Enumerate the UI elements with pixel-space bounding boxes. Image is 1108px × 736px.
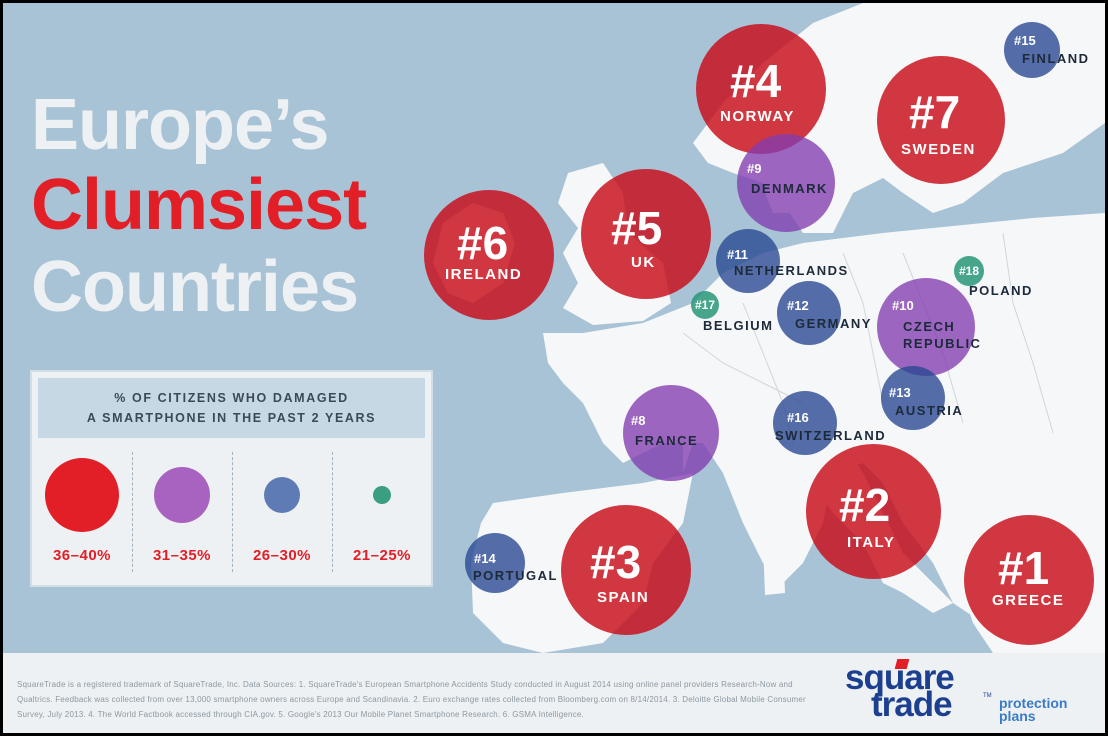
rank-label: #17 <box>695 298 716 312</box>
bubble-belgium: #17 BELGIUM <box>691 291 772 333</box>
rank-label: #18 <box>959 264 980 278</box>
legend-swatch <box>45 458 119 532</box>
title-line-2: Clumsiest <box>31 165 367 245</box>
country-label: DENMARK <box>751 181 828 196</box>
country-label: PORTUGAL <box>473 568 558 583</box>
rank-label: #11 <box>727 247 748 262</box>
legend-swatch <box>264 477 300 513</box>
bubble-czech-republic: #10 CZECH REPUBLIC <box>877 278 980 376</box>
legend-heading: % OF CITIZENS WHO DAMAGED A SMARTPHONE I… <box>38 378 425 438</box>
country-label: FINLAND <box>1022 51 1090 66</box>
bubble-denmark: #9 DENMARK <box>737 134 835 232</box>
country-label: UK <box>631 254 656 271</box>
bubble-portugal: #14 PORTUGAL <box>465 533 556 593</box>
legend-swatch <box>373 486 391 504</box>
rank-label: #10 <box>892 298 914 313</box>
bubble-poland: #18 POLAND <box>954 256 1031 298</box>
country-label: SWEDEN <box>901 141 976 158</box>
rank-label: #9 <box>747 161 762 176</box>
legend-label: 21–25% <box>352 547 412 564</box>
country-label: ITALY <box>847 534 896 551</box>
rank-label: #3 <box>590 536 642 588</box>
legend-divider <box>232 452 233 572</box>
rank-label: #4 <box>730 55 782 107</box>
legend: % OF CITIZENS WHO DAMAGED A SMARTPHONE I… <box>30 370 433 587</box>
country-label: NORWAY <box>720 108 795 125</box>
country-label: POLAND <box>969 283 1033 298</box>
bubble-italy: #2 ITALY <box>806 444 941 579</box>
bubble-spain: #3 SPAIN <box>561 505 691 635</box>
legend-divider <box>332 452 333 572</box>
legend-swatch <box>154 467 210 523</box>
legend-item-36-40: 36–40% <box>32 442 132 582</box>
legend-heading-line-1: % OF CITIZENS WHO DAMAGED <box>114 391 349 405</box>
rank-label: #2 <box>839 479 891 531</box>
rank-label: #14 <box>474 551 496 566</box>
title-line-3: Countries <box>31 247 359 327</box>
bubble-netherlands: #11 NETHERLANDS <box>716 229 847 293</box>
logo-word-trade: trade <box>871 685 953 724</box>
legend-label: 26–30% <box>252 547 312 564</box>
logo-trademark: TM <box>983 693 992 699</box>
bubble-sweden: #7 SWEDEN <box>877 56 1005 184</box>
country-label: NETHERLANDS <box>734 263 849 278</box>
bubble-uk: #5 UK <box>581 169 711 299</box>
legend-item-26-30: 26–30% <box>232 442 332 582</box>
legend-item-31-35: 31–35% <box>132 442 232 582</box>
sources-footnote: SquareTrade is a registered trademark of… <box>17 680 806 719</box>
country-label: GERMANY <box>795 316 872 331</box>
country-label: SPAIN <box>597 589 650 606</box>
country-label: IRELAND <box>445 266 523 283</box>
logo-tagline-line-2: plans <box>999 708 1036 724</box>
infographic: Europe’s Clumsiest Countries % OF CITIZE… <box>3 3 1105 733</box>
bubble-switzerland: #16 SWITZERLAND <box>773 391 885 455</box>
rank-label: #7 <box>909 86 961 138</box>
legend-heading-line-2: A SMARTPHONE IN THE PAST 2 YEARS <box>86 411 377 425</box>
rank-label: #16 <box>787 410 809 425</box>
bubble-france: #8 FRANCE <box>623 385 719 481</box>
rank-label: #8 <box>631 413 646 428</box>
country-label: AUSTRIA <box>895 403 964 418</box>
legend-divider <box>132 452 133 572</box>
sardinia-landmass <box>763 543 785 595</box>
bubble-greece: #1 GREECE <box>964 515 1094 645</box>
bubble-germany: #12 GERMANY <box>777 281 870 345</box>
country-label: CZECH REPUBLIC <box>903 319 982 351</box>
rank-label: #5 <box>611 202 663 254</box>
legend-label: 36–40% <box>52 547 112 564</box>
legend-item-21-25: 21–25% <box>332 442 432 582</box>
logo-tagline-line-1: protection <box>999 695 1068 711</box>
footer: SquareTrade is a registered trademark of… <box>3 653 1105 733</box>
country-label: FRANCE <box>635 433 699 448</box>
bubble-austria: #13 AUSTRIA <box>881 366 962 430</box>
bubble-norway: #4 NORWAY <box>696 24 826 154</box>
logo-word-square: square <box>845 658 955 697</box>
bubble-ireland: #6 IRELAND <box>424 190 554 320</box>
legend-label: 31–35% <box>152 547 212 564</box>
bubble-finland: #15 FINLAND <box>1004 22 1088 78</box>
rank-label: #6 <box>457 217 509 269</box>
rank-label: #15 <box>1014 33 1036 48</box>
rank-label: #1 <box>998 542 1050 594</box>
rank-label: #13 <box>889 385 911 400</box>
logo-tagline: protection plans <box>999 695 1068 724</box>
country-label: GREECE <box>992 592 1065 609</box>
country-label: SWITZERLAND <box>775 428 887 443</box>
title-line-1: Europe’s <box>31 85 329 165</box>
rank-label: #12 <box>787 298 809 313</box>
country-label: BELGIUM <box>703 318 774 333</box>
